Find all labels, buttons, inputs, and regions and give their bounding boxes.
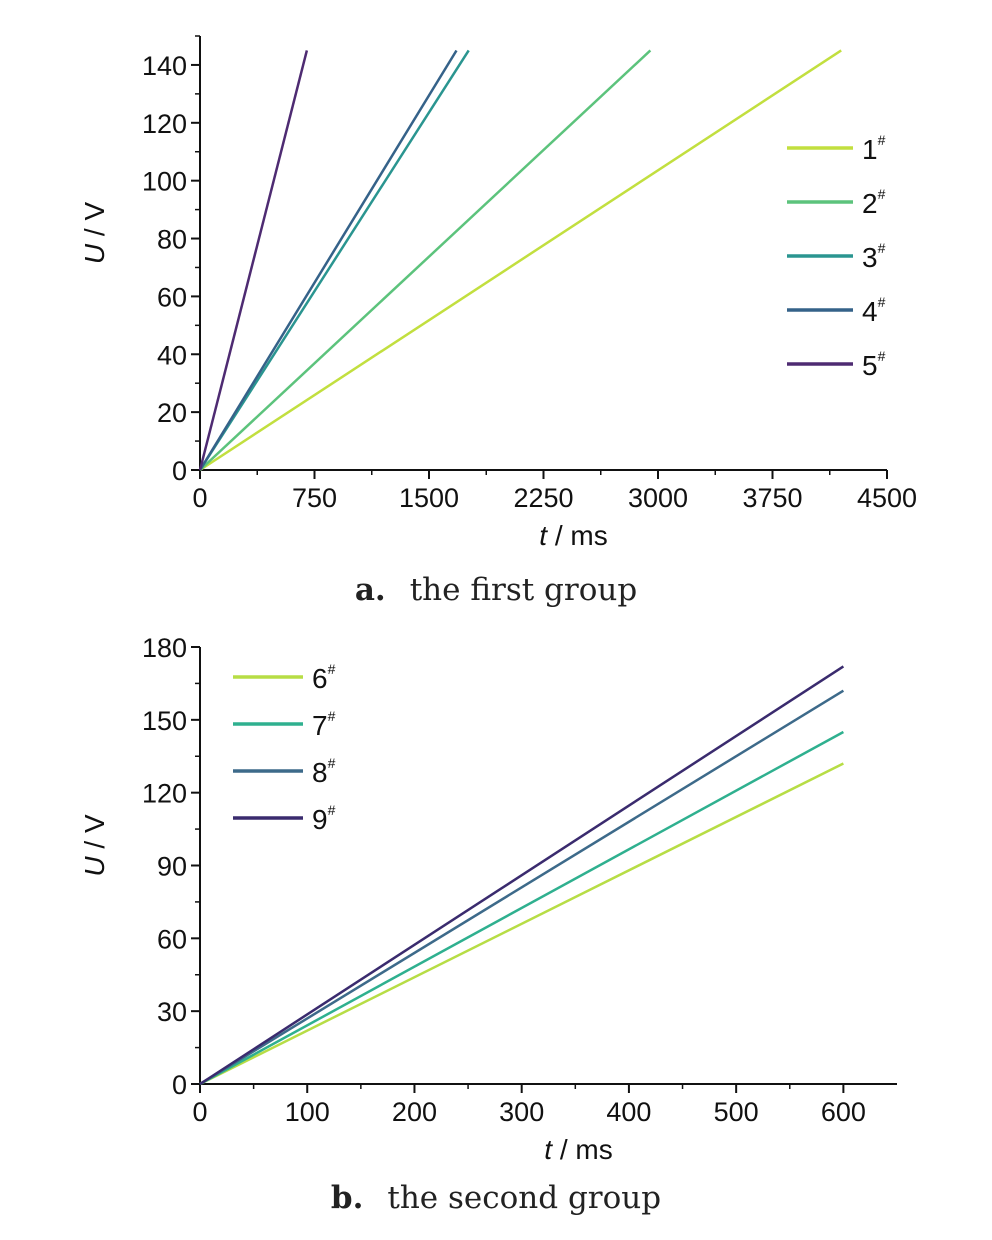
y-axis-unit: / V <box>79 814 110 856</box>
y-tick-label: 150 <box>142 706 187 736</box>
caption-b: b. the second group <box>0 1180 992 1216</box>
y-axis-var: U <box>79 243 110 264</box>
y-tick-label: 60 <box>157 282 187 312</box>
y-tick-label: 30 <box>157 997 187 1027</box>
y-tick-label: 20 <box>157 398 187 428</box>
legend-label-sup: # <box>878 186 886 202</box>
legend-label-4: 4# <box>862 294 886 327</box>
x-tick-label: 1500 <box>399 483 459 513</box>
legend-label-sup: # <box>328 661 336 677</box>
x-tick-label: 0 <box>192 483 207 513</box>
legend-label-7: 7# <box>312 708 336 741</box>
x-tick-label: 500 <box>714 1097 759 1127</box>
y-tick-label: 100 <box>142 167 187 197</box>
x-axis-unit: / ms <box>552 1134 613 1165</box>
x-tick-label: 100 <box>285 1097 330 1127</box>
caption-a-label: a. <box>354 572 386 608</box>
x-axis-label: t / ms <box>539 520 607 551</box>
legend-label-3: 3# <box>862 240 886 273</box>
x-tick-label: 200 <box>392 1097 437 1127</box>
series-line-7 <box>199 730 844 1086</box>
y-tick-label: 60 <box>157 924 187 954</box>
caption-b-label: b. <box>330 1180 364 1216</box>
series-line-6 <box>199 762 844 1086</box>
series-line-3 <box>198 49 470 471</box>
series-line-5 <box>198 50 309 471</box>
caption-a-text: the first group <box>409 572 638 608</box>
legend-label-num: 6 <box>312 663 328 694</box>
series-line-2 <box>199 49 652 471</box>
x-tick-label: 400 <box>606 1097 651 1127</box>
chart-a: 0 750 1500 2250 3000 3750 4500 0 20 40 60 80 100 120 1… <box>79 35 917 551</box>
legend-label-sup: # <box>878 348 886 364</box>
y-tick-label: 0 <box>172 456 187 486</box>
x-axis-var: t <box>544 1134 553 1165</box>
legend-label-sup: # <box>878 294 886 310</box>
legend-label-num: 1 <box>862 134 878 165</box>
figure-b: 0 100 200 300 400 500 600 0 30 60 90 120 150 180 t / m… <box>0 620 992 1180</box>
x-tick-label: 0 <box>192 1097 207 1127</box>
caption-b-text: the second group <box>387 1180 662 1216</box>
x-axis-unit: / ms <box>547 520 608 551</box>
y-tick-label: 140 <box>142 51 187 81</box>
legend-label-9: 9# <box>312 802 336 835</box>
x-tick-label: 3750 <box>742 483 802 513</box>
legend-label-sup: # <box>328 802 336 818</box>
y-tick-label: 0 <box>172 1070 187 1100</box>
x-axis-label: t / ms <box>544 1134 612 1165</box>
legend-label-num: 2 <box>862 188 878 219</box>
legend-label-num: 5 <box>862 350 878 381</box>
caption-a: a. the first group <box>0 572 992 608</box>
y-tick-label: 40 <box>157 340 187 370</box>
y-tick-label: 120 <box>142 779 187 809</box>
x-tick-label: 750 <box>292 483 337 513</box>
legend-label-1: 1# <box>862 132 886 165</box>
legend-label-8: 8# <box>312 755 336 788</box>
y-tick-label: 120 <box>142 109 187 139</box>
y-axis-label: U / V <box>79 814 110 877</box>
x-tick-label: 2250 <box>513 483 573 513</box>
x-tick-label: 600 <box>821 1097 866 1127</box>
x-tick-label: 300 <box>499 1097 544 1127</box>
legend-label-sup: # <box>878 132 886 148</box>
figure-a: 0 750 1500 2250 3000 3750 4500 0 20 40 60 80 100 120 1… <box>0 0 992 560</box>
series-line-8 <box>199 689 845 1086</box>
legend-label-sup: # <box>328 708 336 724</box>
x-tick-label: 4500 <box>857 483 917 513</box>
legend-label-sup: # <box>878 240 886 256</box>
legend-label-num: 4 <box>862 296 878 327</box>
chart-b: 0 100 200 300 400 500 600 0 30 60 90 120 150 180 t / m… <box>79 633 897 1165</box>
x-axis-var: t <box>539 520 548 551</box>
legend-label-num: 8 <box>312 757 328 788</box>
legend-label-6: 6# <box>312 661 336 694</box>
y-tick-label: 80 <box>157 225 187 255</box>
y-axis-unit: / V <box>79 202 110 244</box>
legend-label-sup: # <box>328 755 336 771</box>
y-axis-label: U / V <box>79 202 110 265</box>
series-line-1 <box>199 49 842 472</box>
legend-label-num: 3 <box>862 242 878 273</box>
y-tick-label: 180 <box>142 633 187 663</box>
y-tick-label: 90 <box>157 852 187 882</box>
y-axis-var: U <box>79 856 110 877</box>
legend-label-num: 7 <box>312 710 328 741</box>
x-tick-label: 3000 <box>628 483 688 513</box>
legend-label-5: 5# <box>862 348 886 381</box>
series-line-9 <box>199 665 845 1086</box>
legend-label-num: 9 <box>312 804 328 835</box>
series-line-4 <box>198 49 458 471</box>
legend-label-2: 2# <box>862 186 886 219</box>
